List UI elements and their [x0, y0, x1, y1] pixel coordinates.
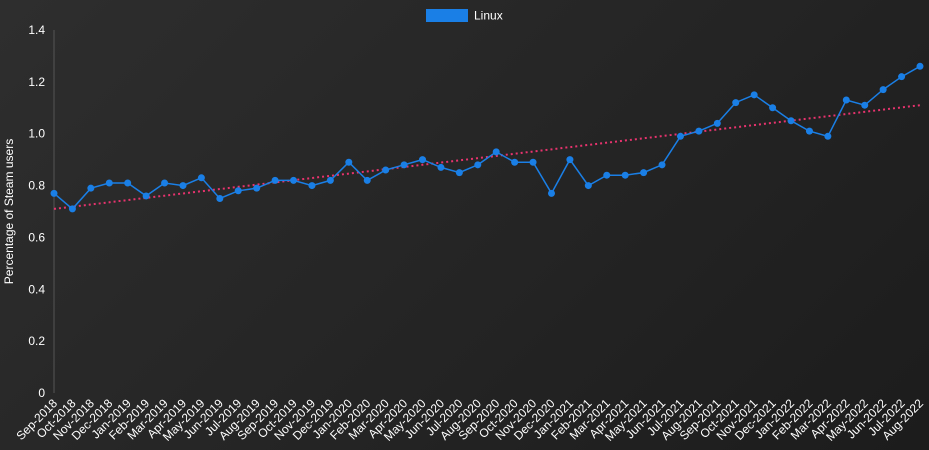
data-point[interactable] — [290, 176, 298, 184]
trendline — [53, 104, 921, 210]
data-point[interactable] — [842, 96, 850, 104]
y-tick-label: 1.2 — [28, 75, 45, 89]
legend[interactable]: Linux — [426, 9, 503, 23]
data-point[interactable] — [105, 179, 113, 187]
data-point[interactable] — [566, 156, 574, 164]
data-point[interactable] — [713, 119, 721, 127]
data-point[interactable] — [345, 158, 353, 166]
data-point[interactable] — [584, 182, 592, 190]
data-point[interactable] — [805, 127, 813, 135]
data-point[interactable] — [547, 189, 555, 197]
data-point[interactable] — [216, 195, 224, 203]
data-point[interactable] — [87, 184, 95, 192]
data-point[interactable] — [437, 163, 445, 171]
data-point[interactable] — [419, 156, 427, 164]
data-point[interactable] — [474, 161, 482, 169]
data-point[interactable] — [916, 62, 924, 70]
y-axis: 0 0.2 0.4 0.6 0.8 1.0 1.2 1.4 Percentage of Stea… — [2, 23, 55, 400]
data-point[interactable] — [382, 166, 390, 174]
data-point[interactable] — [879, 86, 887, 94]
data-point[interactable] — [769, 104, 777, 112]
data-point[interactable] — [50, 189, 58, 197]
y-axis-title: Percentage of Steam users — [2, 139, 16, 284]
data-point[interactable] — [787, 117, 795, 125]
data-point[interactable] — [271, 176, 279, 184]
legend-label-linux: Linux — [474, 9, 503, 23]
data-point[interactable] — [824, 132, 832, 140]
data-point[interactable] — [621, 171, 629, 179]
series-layer — [50, 62, 924, 213]
data-point[interactable] — [308, 182, 316, 190]
data-point[interactable] — [68, 205, 76, 213]
data-point[interactable] — [400, 161, 408, 169]
data-point[interactable] — [161, 179, 169, 187]
data-point[interactable] — [492, 148, 500, 156]
data-point[interactable] — [603, 171, 611, 179]
data-point[interactable] — [326, 176, 334, 184]
data-point[interactable] — [511, 158, 519, 166]
data-point[interactable] — [363, 176, 371, 184]
data-point[interactable] — [179, 182, 187, 190]
data-point[interactable] — [898, 73, 906, 81]
data-point[interactable] — [234, 187, 242, 195]
data-point[interactable] — [640, 169, 648, 177]
y-tick-label: 0 — [38, 386, 45, 400]
data-point[interactable] — [529, 158, 537, 166]
y-tick-label: 1.0 — [28, 127, 45, 141]
y-tick-label: 0.8 — [28, 179, 45, 193]
data-point[interactable] — [861, 101, 869, 109]
data-point[interactable] — [197, 174, 205, 182]
y-tick-label: 0.2 — [28, 334, 45, 348]
legend-swatch-linux — [426, 9, 468, 22]
data-point[interactable] — [732, 99, 740, 107]
trendline-layer — [53, 104, 921, 210]
y-tick-label: 0.6 — [28, 230, 45, 244]
data-point[interactable] — [658, 161, 666, 169]
data-point[interactable] — [676, 132, 684, 140]
data-point[interactable] — [124, 179, 132, 187]
y-tick-label: 1.4 — [28, 23, 45, 37]
data-point[interactable] — [750, 91, 758, 99]
x-axis: Sep-2018Oct-2018Nov-2018Dec-2018Jan-2019… — [13, 396, 926, 444]
data-point[interactable] — [455, 169, 463, 177]
data-point[interactable] — [142, 192, 150, 200]
data-point[interactable] — [253, 184, 261, 192]
y-tick-label: 0.4 — [28, 282, 45, 296]
data-point[interactable] — [695, 127, 703, 135]
